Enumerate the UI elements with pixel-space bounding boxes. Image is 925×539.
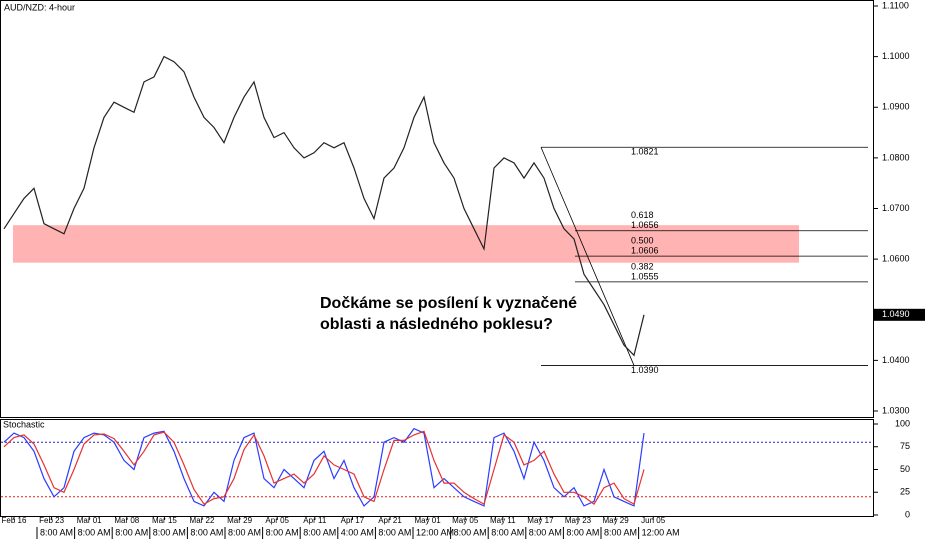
fib-ratio: 0.500: [631, 235, 654, 245]
price-label: 1.0490: [882, 309, 910, 319]
time-label: 8:00 AM: [115, 527, 148, 537]
x-tick-label: Apr 05: [265, 516, 289, 525]
time-label: 8:00 AM: [454, 527, 487, 537]
x-tick-label: Jun 05: [641, 516, 666, 525]
x-tick-label: May 23: [565, 516, 592, 525]
time-label: 8:00 AM: [604, 527, 637, 537]
x-tick-label: May 17: [527, 516, 554, 525]
y-tick-label: 1.0600: [882, 254, 910, 264]
time-label: 8:00 AM: [378, 527, 411, 537]
price-box: [874, 308, 925, 321]
fib-value: 1.0821: [631, 147, 659, 157]
time-label: 8:00 AM: [529, 527, 562, 537]
fib-ratio: 0.382: [631, 261, 654, 271]
fib-value: 1.0390: [631, 365, 659, 375]
x-tick-label: Feb 23: [39, 516, 64, 525]
x-tick-label: Feb 16: [2, 516, 27, 525]
annotation: Dočkáme se posílení k vyznačené: [320, 295, 577, 312]
x-tick-label: Mar 15: [152, 516, 177, 525]
y-tick-label: 1.1000: [882, 51, 910, 61]
time-label: 8:00 AM: [266, 527, 299, 537]
fib-value: 1.0555: [631, 271, 659, 281]
x-tick-label: Apr 17: [341, 516, 365, 525]
y-tick-label: 1.0400: [882, 355, 910, 365]
fib-ratio: 0.618: [631, 210, 654, 220]
time-label: 8:00 AM: [491, 527, 524, 537]
x-tick-label: May 29: [602, 516, 629, 525]
stochastic-line: [3, 427, 645, 507]
stochastic-frame: [0, 419, 874, 517]
y-tick-label: 25: [900, 487, 910, 497]
price-frame: [0, 0, 874, 418]
time-label: 8:00 AM: [303, 527, 336, 537]
y-tick-label: 1.1100: [882, 0, 909, 10]
chart-title: AUD/NZD: 4-hour: [4, 2, 75, 12]
y-tick-label: 1.0700: [882, 203, 910, 213]
x-tick-label: Mar 01: [77, 516, 102, 525]
x-tick-label: Apr 11: [303, 516, 327, 525]
time-label: 8:00 AM: [78, 527, 111, 537]
y-tick-label: 100: [895, 418, 910, 428]
time-label: 8:00 AM: [566, 527, 599, 537]
x-tick-label: Mar 29: [227, 516, 252, 525]
time-label: 12:00 AM: [416, 527, 454, 537]
time-label: 8:00 AM: [153, 527, 186, 537]
time-label: 8:00 AM: [40, 527, 73, 537]
x-tick-label: May 01: [414, 516, 441, 525]
x-tick-label: Mar 22: [190, 516, 215, 525]
y-tick-label: 50: [900, 464, 910, 474]
trend-line: [540, 147, 635, 366]
y-tick-label: 0: [905, 509, 910, 519]
y-tick-label: 1.0900: [882, 102, 910, 112]
annotation: oblasti a následného poklesu?: [320, 316, 553, 333]
fib-value: 1.0656: [631, 220, 659, 230]
time-label: 8:00 AM: [228, 527, 261, 537]
time-label: 4:00 AM: [341, 527, 374, 537]
stochastic-line: [3, 430, 645, 505]
x-tick-label: May 11: [490, 516, 516, 525]
y-tick-label: 1.0800: [882, 152, 910, 162]
fib-value: 1.0606: [631, 245, 659, 255]
y-tick-label: 75: [900, 441, 910, 451]
x-tick-label: Mar 08: [114, 516, 139, 525]
price-line: [3, 55, 645, 357]
stochastic-title: Stochastic: [3, 419, 45, 429]
time-label: 8:00 AM: [190, 527, 223, 537]
time-label: 12:00 AM: [642, 527, 680, 537]
x-tick-label: May 05: [452, 516, 479, 525]
y-tick-label: 1.0300: [882, 405, 910, 415]
x-tick-label: Apr 21: [378, 516, 402, 525]
